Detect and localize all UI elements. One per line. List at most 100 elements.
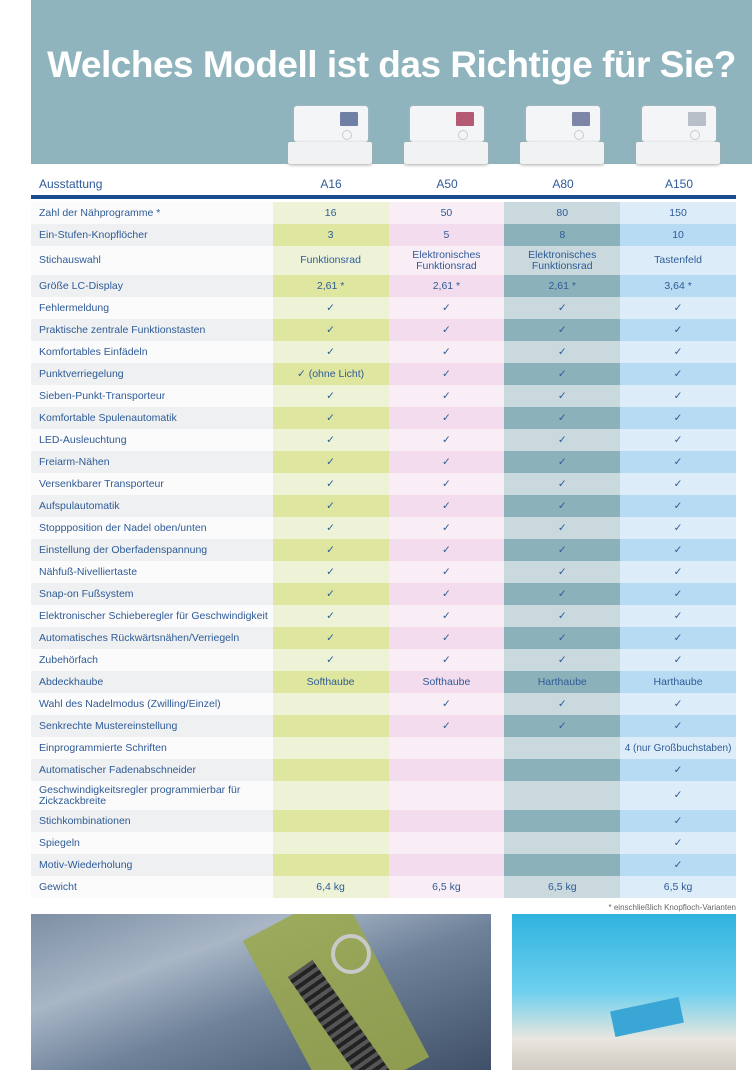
machine-image-a16: [288, 106, 372, 166]
feature-label: Stoppposition der Nadel oben/unten: [31, 517, 273, 539]
feature-label: Gewicht: [31, 876, 273, 898]
feature-label: Einstellung der Oberfadenspannung: [31, 539, 273, 561]
value-cell-a50: ✓: [388, 319, 505, 341]
value-cell-a150: ✓: [620, 627, 736, 649]
value-cell-a80: ✓: [504, 407, 621, 429]
value-cell-a16: 16: [272, 202, 389, 224]
page-title: Welches Modell ist das Richtige für Sie?: [47, 44, 736, 85]
table-row: Automatisches Rückwärtsnähen/Verriegeln ✓…: [31, 627, 736, 649]
value-cell-a80: Harthaube: [504, 671, 621, 693]
feature-label: Stichauswahl: [31, 246, 273, 275]
value-cell-a80: ✓: [504, 451, 621, 473]
value-cell-a50: ✓: [388, 561, 505, 583]
value-cell-a150: ✓: [620, 715, 736, 737]
value-cell-a50: ✓: [388, 583, 505, 605]
table-row: Fehlermeldung ✓ ✓ ✓ ✓: [31, 297, 736, 319]
value-cell-a150: ✓: [620, 649, 736, 671]
value-cell-a80: ✓: [504, 363, 621, 385]
value-cell-a80: ✓: [504, 473, 621, 495]
value-cell-a16: ✓: [272, 341, 389, 363]
table-row: Spiegeln ✓: [31, 832, 736, 854]
value-cell-a16: ✓: [272, 451, 389, 473]
value-cell-a150: ✓: [620, 583, 736, 605]
value-cell-a150: ✓: [620, 495, 736, 517]
table-row: Versenkbarer Transporteur ✓ ✓ ✓ ✓: [31, 473, 736, 495]
feature-label: Größe LC-Display: [31, 275, 273, 297]
feature-label: Spiegeln: [31, 832, 273, 854]
value-cell-a80: ✓: [504, 385, 621, 407]
value-cell-a16: [272, 693, 389, 715]
value-cell-a50: [388, 737, 505, 759]
value-cell-a16: ✓: [272, 605, 389, 627]
table-header: Ausstattung A16 A50 A80 A150: [31, 174, 736, 194]
table-row: Freiarm-Nähen ✓ ✓ ✓ ✓: [31, 451, 736, 473]
value-cell-a80: ✓: [504, 495, 621, 517]
value-cell-a80: ✓: [504, 429, 621, 451]
table-row: Einprogrammierte Schriften 4 (nur Großbuc…: [31, 737, 736, 759]
model-header-a16: A16: [320, 177, 342, 191]
table-row: Komfortables Einfädeln ✓ ✓ ✓ ✓: [31, 341, 736, 363]
value-cell-a16: ✓: [272, 495, 389, 517]
value-cell-a80: ✓: [504, 627, 621, 649]
value-cell-a80: 6,5 kg: [504, 876, 621, 898]
feature-label: Snap-on Fußsystem: [31, 583, 273, 605]
table-row: Snap-on Fußsystem ✓ ✓ ✓ ✓: [31, 583, 736, 605]
value-cell-a50: Softhaube: [388, 671, 505, 693]
header-band: [31, 0, 752, 164]
value-cell-a80: ✓: [504, 583, 621, 605]
value-cell-a80: ✓: [504, 605, 621, 627]
value-cell-a16: ✓: [272, 583, 389, 605]
table-row: Komfortable Spulenautomatik ✓ ✓ ✓ ✓: [31, 407, 736, 429]
machine-image-a80: [520, 106, 604, 166]
value-cell-a150: ✓: [620, 693, 736, 715]
value-cell-a50: ✓: [388, 451, 505, 473]
value-cell-a150: ✓: [620, 297, 736, 319]
value-cell-a80: 80: [504, 202, 621, 224]
value-cell-a50: 6,5 kg: [388, 876, 505, 898]
value-cell-a50: ✓: [388, 341, 505, 363]
table-row: Einstellung der Oberfadenspannung ✓ ✓ ✓ ✓: [31, 539, 736, 561]
feature-label: Einprogrammierte Schriften: [31, 737, 273, 759]
value-cell-a16: ✓: [272, 319, 389, 341]
value-cell-a16: [272, 854, 389, 876]
header-divider: [31, 195, 736, 199]
value-cell-a16: 3: [272, 224, 389, 246]
feature-label: Ein-Stufen-Knopflöcher: [31, 224, 273, 246]
table-row: Zubehörfach ✓ ✓ ✓ ✓: [31, 649, 736, 671]
value-cell-a80: [504, 737, 621, 759]
feature-label: Stichkombinationen: [31, 810, 273, 832]
table-row: Aufspulautomatik ✓ ✓ ✓ ✓: [31, 495, 736, 517]
value-cell-a80: ✓: [504, 517, 621, 539]
table-row: Abdeckhaube Softhaube Softhaube Harthaube Ha…: [31, 671, 736, 693]
value-cell-a16: 2,61 *: [272, 275, 389, 297]
value-cell-a80: [504, 854, 621, 876]
model-header-a150: A150: [664, 177, 694, 191]
footnote: * einschließlich Knopfloch-Varianten: [608, 903, 736, 912]
table-row: Elektronischer Schieberegler für Geschwi…: [31, 605, 736, 627]
value-cell-a50: ✓: [388, 693, 505, 715]
feature-label: Motiv-Wiederholung: [31, 854, 273, 876]
feature-label: Zahl der Nähprogramme *: [31, 202, 273, 224]
value-cell-a150: Tastenfeld: [620, 246, 736, 275]
value-cell-a50: ✓: [388, 649, 505, 671]
value-cell-a50: ✓: [388, 539, 505, 561]
value-cell-a80: [504, 832, 621, 854]
value-cell-a16: Funktionsrad: [272, 246, 389, 275]
value-cell-a150: ✓: [620, 539, 736, 561]
value-cell-a150: 6,5 kg: [620, 876, 736, 898]
value-cell-a16: [272, 810, 389, 832]
value-cell-a16: [272, 737, 389, 759]
value-cell-a150: ✓: [620, 363, 736, 385]
value-cell-a16: ✓: [272, 385, 389, 407]
table-row: Zahl der Nähprogramme * 16 50 80 150: [31, 202, 736, 224]
value-cell-a80: ✓: [504, 693, 621, 715]
denim-bag-photo: [31, 914, 491, 1070]
value-cell-a150: ✓: [620, 810, 736, 832]
value-cell-a150: ✓: [620, 832, 736, 854]
value-cell-a16: [272, 781, 389, 810]
value-cell-a16: ✓: [272, 429, 389, 451]
model-header-a50: A50: [436, 177, 458, 191]
value-cell-a16: ✓: [272, 627, 389, 649]
value-cell-a80: ✓: [504, 319, 621, 341]
value-cell-a150: ✓: [620, 429, 736, 451]
